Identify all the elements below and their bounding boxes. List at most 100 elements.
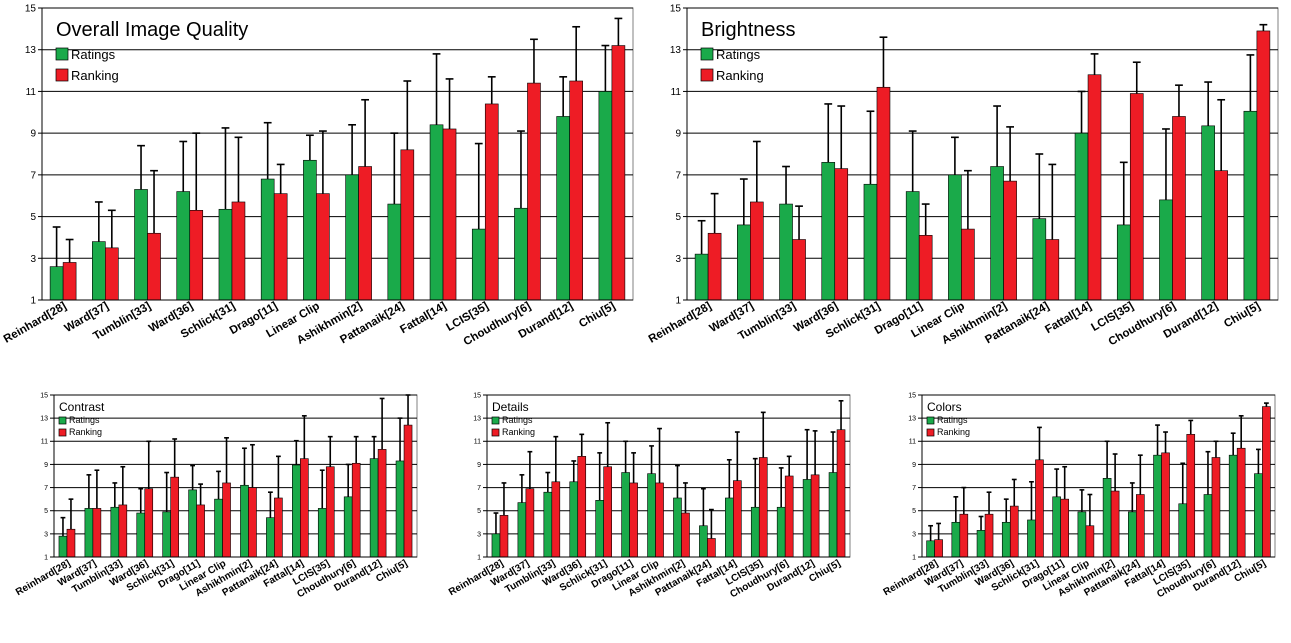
- bar-ratings: [214, 498, 223, 558]
- legend-swatch-ranking: [58, 428, 67, 437]
- bar-ratings: [491, 533, 501, 558]
- bar-ranking: [1060, 498, 1069, 558]
- legend-label-ratings: Ratings: [502, 415, 533, 425]
- y-tick-label: 15: [670, 4, 682, 15]
- bar-ranking: [569, 80, 583, 301]
- bar-ranking: [611, 45, 626, 301]
- y-tick-label: 15: [908, 392, 916, 399]
- bar-ratings: [779, 203, 793, 301]
- bar-ratings: [395, 460, 405, 558]
- y-tick-label: 13: [473, 416, 481, 423]
- bar-ranking: [707, 538, 716, 558]
- bar-ranking: [62, 262, 77, 301]
- y-tick-label: 5: [477, 508, 481, 515]
- y-tick-label: 15: [40, 392, 48, 399]
- y-tick-label: 1: [30, 296, 36, 307]
- bar-ranking: [1087, 74, 1102, 301]
- bar-ranking: [273, 193, 288, 301]
- legend-label-ratings: Ratings: [716, 47, 761, 62]
- y-tick-label: 3: [30, 254, 36, 265]
- bar-ratings: [1254, 473, 1263, 558]
- legend-swatch-ratings: [491, 416, 500, 425]
- bar-ratings: [598, 91, 613, 301]
- bar-ranking: [499, 515, 509, 558]
- bar-ratings: [240, 484, 249, 558]
- bar-ranking: [961, 228, 975, 301]
- bar-ratings: [1203, 494, 1213, 558]
- bar-ratings: [1243, 110, 1258, 301]
- bar-ranking: [525, 488, 535, 558]
- bar-ratings: [1001, 521, 1011, 558]
- chart-svg: 13579111315Reinhard[28]Ward[37]Tumblin[3…: [647, 4, 1279, 348]
- y-tick-label: 9: [477, 462, 481, 469]
- legend-label-ranking: Ranking: [71, 68, 119, 83]
- bar-ranking: [934, 539, 943, 558]
- y-tick-label: 3: [675, 254, 681, 265]
- category-label: Fattal[14]: [398, 300, 448, 336]
- bar-ranking: [1136, 494, 1145, 558]
- y-tick-label: 3: [477, 531, 481, 538]
- bar-ranking: [1262, 406, 1271, 558]
- bar-ranking: [527, 82, 541, 301]
- legend-swatch-ranking: [926, 428, 935, 437]
- y-tick-label: 5: [912, 508, 916, 515]
- bar-ratings: [621, 472, 630, 558]
- chart-svg: 13579111315Reinhard[28]Ward[37]Tumblin[3…: [14, 392, 418, 600]
- bar-ratings: [750, 506, 760, 558]
- bar-ratings: [317, 508, 327, 558]
- bar-ratings: [1128, 511, 1137, 558]
- y-tick-label: 7: [44, 485, 48, 492]
- legend-swatch-ratings: [58, 416, 67, 425]
- bar-ranking: [792, 239, 806, 301]
- chart-title: Colors: [927, 400, 962, 414]
- bar-ranking: [1009, 505, 1019, 558]
- chart-title: Overall Image Quality: [56, 19, 248, 41]
- bar-ranking: [144, 488, 154, 558]
- bar-ratings: [471, 228, 486, 301]
- bar-ranking: [189, 210, 204, 301]
- bar-ranking: [274, 497, 283, 558]
- y-tick-label: 11: [26, 87, 37, 98]
- chart-colors: 1 3 5 7 9 11 13 15 Reinhard[28] Ward[37] Tumblin[3…: [870, 388, 1291, 638]
- bar-ratings: [595, 500, 604, 558]
- chart-title: Details: [492, 400, 529, 414]
- bar-ratings: [802, 479, 812, 558]
- bar-ranking: [442, 128, 457, 301]
- bar-ranking: [834, 168, 849, 301]
- chart-overall-image-quality: 1 3 5 7 9 11 13 15 Reinhard[28] Ward[37] Tumblin[3…: [0, 0, 645, 375]
- bar-ranking: [377, 449, 387, 558]
- bar-ratings: [647, 473, 656, 558]
- bar-ranking: [222, 482, 231, 558]
- bar-ratings: [218, 208, 233, 301]
- bar-ranking: [655, 482, 664, 558]
- bar-ranking: [1110, 490, 1120, 558]
- bar-ranking: [105, 247, 119, 301]
- bar-ratings: [694, 253, 709, 301]
- bar-ratings: [556, 116, 570, 301]
- bar-ranking: [118, 504, 128, 558]
- bar-ratings: [976, 530, 986, 558]
- bar-ranking: [300, 458, 309, 558]
- bar-ratings: [673, 497, 682, 558]
- bar-ratings: [49, 266, 64, 301]
- bar-ratings: [1074, 132, 1089, 301]
- bar-ranking: [248, 487, 257, 558]
- bar-ranking: [603, 466, 612, 558]
- bar-ratings: [266, 517, 275, 558]
- bar-ratings: [429, 124, 444, 301]
- bar-ratings: [84, 508, 94, 558]
- bar-ratings: [1027, 519, 1036, 558]
- bar-ranking: [629, 482, 638, 558]
- bar-ratings: [1178, 503, 1188, 558]
- bar-ratings: [1228, 454, 1238, 558]
- legend-swatch-ranking: [700, 68, 714, 82]
- legend-label-ranking: Ranking: [69, 427, 102, 437]
- bar-ranking: [1186, 434, 1196, 558]
- bar-ranking: [325, 466, 335, 558]
- category-label: Chiu[5]: [577, 300, 617, 330]
- bar-ranking: [1035, 459, 1044, 558]
- bar-ratings: [343, 496, 353, 558]
- bar-ranking: [681, 512, 690, 558]
- chart-svg: 13579111315Reinhard[28]Ward[37]Tumblin[3…: [882, 392, 1276, 600]
- bar-ratings: [260, 178, 275, 301]
